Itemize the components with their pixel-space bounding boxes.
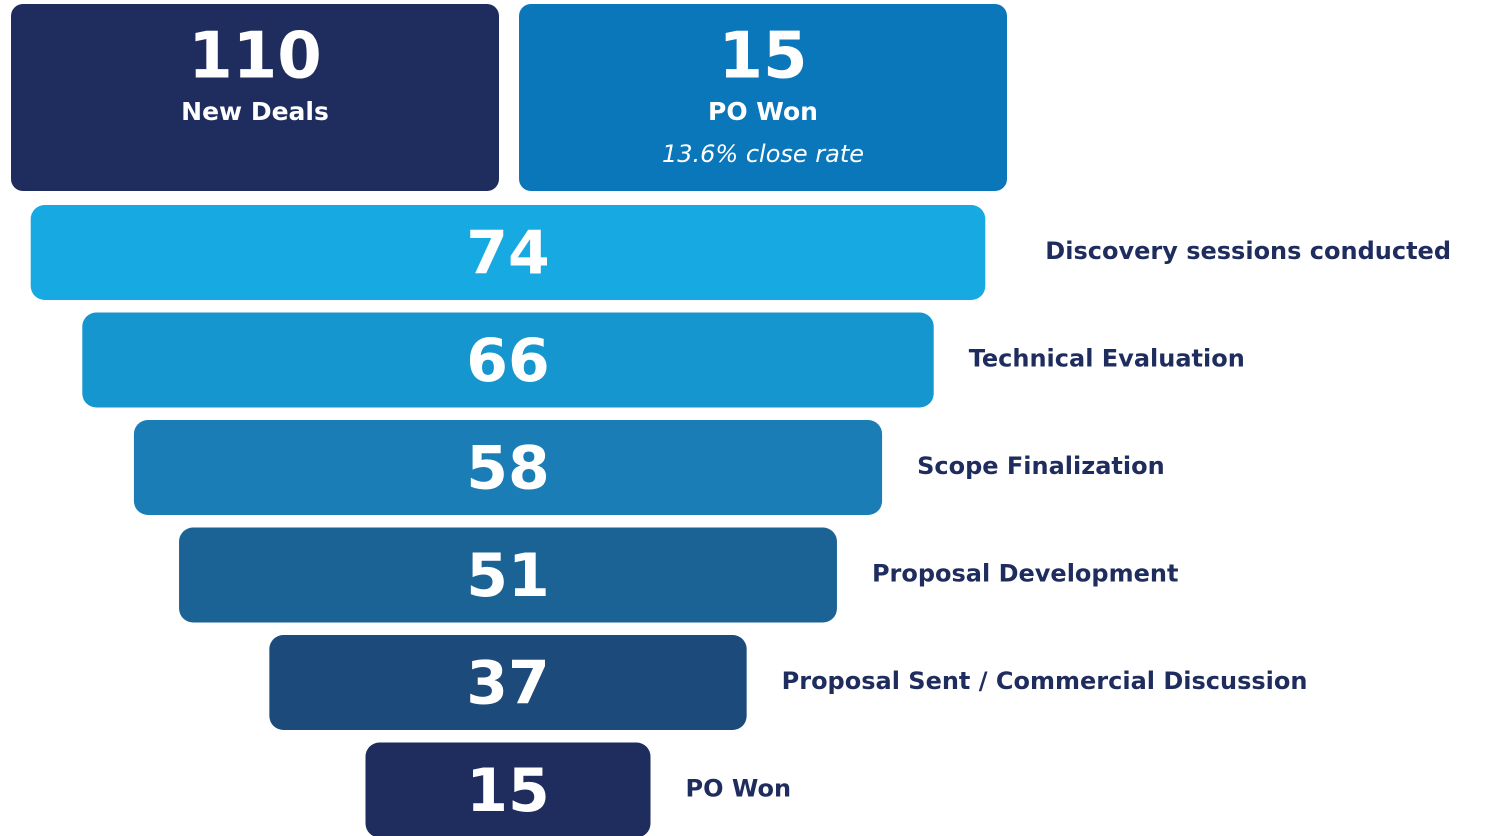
funnel-value: 58 (466, 434, 550, 504)
kpi-note: 13.6% close rate (662, 140, 864, 168)
stage-label: Discovery sessions conducted (1045, 237, 1451, 265)
stage-label: Scope Finalization (917, 452, 1165, 480)
kpi-label: New Deals (181, 97, 329, 126)
funnel-value: 74 (466, 219, 550, 289)
funnel-value: 51 (466, 541, 550, 611)
kpi-card (519, 4, 1007, 191)
kpi-value: 110 (188, 20, 322, 94)
funnel-bar (30, 205, 986, 300)
funnel-value: 15 (466, 756, 550, 826)
stage-label: Proposal Sent / Commercial Discussion (782, 667, 1308, 695)
stage-label: Technical Evaluation (969, 345, 1245, 373)
kpi-value: 15 (718, 20, 807, 94)
funnel-bar (269, 635, 747, 730)
funnel-value: 66 (466, 326, 550, 396)
kpi-label: PO Won (708, 97, 818, 126)
funnel-bar (82, 312, 934, 408)
funnel-bar (365, 742, 651, 836)
kpi-card (11, 4, 499, 191)
funnel-bar (179, 527, 837, 623)
funnel-bar (133, 420, 883, 515)
stage-label: Proposal Development (872, 560, 1179, 588)
stage-label: PO Won (686, 775, 792, 803)
funnel-value: 37 (466, 649, 550, 719)
